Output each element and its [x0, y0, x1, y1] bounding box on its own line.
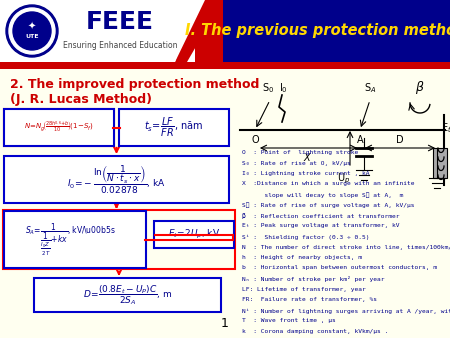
Text: (J. R. Lucas Method): (J. R. Lucas Method): [10, 93, 152, 106]
Polygon shape: [195, 0, 223, 62]
Text: S$_0$: S$_0$: [262, 81, 274, 95]
FancyBboxPatch shape: [433, 148, 447, 178]
Text: $D\!=\!\dfrac{(0.8E_t - U_P)C}{2S_A}$, m: $D\!=\!\dfrac{(0.8E_t - U_P)C}{2S_A}$, m: [83, 283, 172, 307]
Text: Nⁱ : Number of lightning surges arriving at A /year, with slope higher S⁁: Nⁱ : Number of lightning surges arriving…: [242, 308, 450, 314]
Text: O: O: [251, 135, 259, 145]
Text: D: D: [396, 135, 404, 145]
Text: k  : Corona damping constant, kVkm/µs .: k : Corona damping constant, kVkm/µs .: [242, 329, 388, 334]
Circle shape: [6, 5, 58, 57]
Text: I₀ : Lightning stroke current , kA: I₀ : Lightning stroke current , kA: [242, 171, 369, 176]
Text: Ensuring Enhanced Education: Ensuring Enhanced Education: [63, 42, 177, 50]
Text: S$_A$: S$_A$: [364, 81, 376, 95]
Text: O  : Point of  lightning stroke: O : Point of lightning stroke: [242, 150, 358, 155]
Text: A: A: [357, 135, 363, 145]
Circle shape: [9, 8, 55, 54]
Text: LF: Lifetime of transformer, year: LF: Lifetime of transformer, year: [242, 287, 366, 291]
Bar: [0, 0, 450, 62]
Text: I. The previous protection methods: I. The previous protection methods: [185, 24, 450, 39]
Text: I$_0$: I$_0$: [279, 81, 288, 95]
Text: X: X: [304, 153, 310, 163]
Text: E$_t$: E$_t$: [441, 121, 450, 135]
FancyBboxPatch shape: [4, 109, 114, 146]
Text: $N\!=\!N_g\!\left(\!\frac{28h^{0.6}\!+\!b}{10}\!\right)\!\left(1\!-\!S_f\right)$: $N\!=\!N_g\!\left(\!\frac{28h^{0.6}\!+\!…: [24, 120, 94, 135]
Text: b  : Horizontal span between outermost conductors, m: b : Horizontal span between outermost co…: [242, 266, 437, 270]
Text: h  : Height of nearby objects, m: h : Height of nearby objects, m: [242, 255, 362, 260]
Text: UTE: UTE: [25, 33, 39, 39]
Text: $E_t\!=\!2U_p$, kV: $E_t\!=\!2U_p$, kV: [168, 228, 220, 241]
Text: T  : Wave front time , µs: T : Wave front time , µs: [242, 318, 336, 323]
Text: FEEE: FEEE: [86, 10, 154, 34]
Circle shape: [13, 12, 51, 50]
Text: Eₜ : Peak surge voltage at transformer, kV: Eₜ : Peak surge voltage at transformer, …: [242, 223, 400, 228]
Text: 2. The improved protection method: 2. The improved protection method: [10, 78, 259, 91]
Bar: [0, 0, 195, 62]
Text: Sⁱ :  Shielding factor (0.3 ÷ 0.5): Sⁱ : Shielding factor (0.3 ÷ 0.5): [242, 234, 369, 240]
Text: slope will decay to slope S⁁ at A,  m: slope will decay to slope S⁁ at A, m: [242, 192, 403, 198]
Text: X  :Distance in which a surge with an infinite: X :Distance in which a surge with an inf…: [242, 182, 414, 187]
Text: $t_s\!=\!\dfrac{LF}{FR}$, năm: $t_s\!=\!\dfrac{LF}{FR}$, năm: [144, 116, 203, 139]
Bar: [0, 62, 450, 69]
Text: S₀ : Rate of rise at O, kV/µs: S₀ : Rate of rise at O, kV/µs: [242, 161, 351, 166]
FancyBboxPatch shape: [4, 211, 146, 268]
FancyBboxPatch shape: [4, 156, 229, 203]
Polygon shape: [175, 0, 223, 62]
Text: N  : The number of direct stroke into line, times/100km/year: N : The number of direct stroke into lin…: [242, 244, 450, 249]
Text: S⁁ : Rate of rise of surge voltage at A, kV/µs: S⁁ : Rate of rise of surge voltage at A,…: [242, 202, 414, 208]
FancyBboxPatch shape: [154, 221, 234, 248]
Text: Nₙ : Number of stroke per km² per year: Nₙ : Number of stroke per km² per year: [242, 276, 384, 282]
Text: ✦: ✦: [28, 22, 36, 32]
Text: β  : Reflection coefficient at transformer: β : Reflection coefficient at transforme…: [242, 213, 400, 219]
Polygon shape: [175, 0, 205, 62]
Text: $I_0\!=\!-\dfrac{\ln\!\left(\dfrac{1}{N\cdot t_s\cdot x}\right)}{0.02878}$, kA: $I_0\!=\!-\dfrac{\ln\!\left(\dfrac{1}{N\…: [68, 164, 166, 196]
FancyBboxPatch shape: [34, 278, 221, 312]
Text: $\beta$: $\beta$: [415, 79, 425, 97]
Text: FR:  Failure rate of transformer, %s: FR: Failure rate of transformer, %s: [242, 297, 377, 302]
Text: U$_p$: U$_p$: [338, 172, 351, 186]
Text: 1: 1: [221, 317, 229, 330]
Text: $S_A\!=\!\dfrac{1}{\dfrac{1}{\frac{I_0 Z}{2 T}}\!+\!kx}$, kV/\u00b5s: $S_A\!=\!\dfrac{1}{\dfrac{1}{\frac{I_0 Z…: [25, 221, 115, 258]
FancyBboxPatch shape: [119, 109, 229, 146]
